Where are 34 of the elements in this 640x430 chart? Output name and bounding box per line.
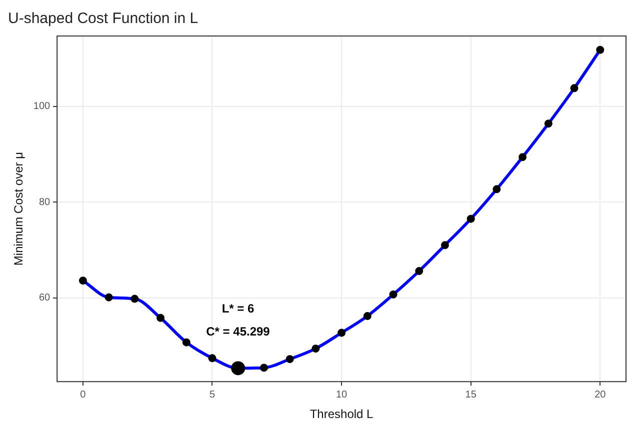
annotation: L* = 6 <box>222 301 254 316</box>
point <box>363 312 372 320</box>
point <box>440 241 449 250</box>
point <box>182 338 190 346</box>
annotation: C* = 45.299 <box>206 324 270 338</box>
point <box>208 354 216 362</box>
point <box>466 214 475 223</box>
point <box>130 294 139 303</box>
point <box>570 84 578 92</box>
point <box>415 267 424 276</box>
x-tick-label: 0 <box>80 389 86 400</box>
x-tick-label: 15 <box>465 389 477 400</box>
point <box>596 46 604 54</box>
point <box>338 328 346 337</box>
y-tick-label: 100 <box>33 101 51 112</box>
point <box>544 120 552 128</box>
point <box>104 293 113 302</box>
point <box>260 364 268 372</box>
y-tick-label: 60 <box>38 292 51 304</box>
x-axis-title: Threshold L <box>310 407 374 422</box>
y-axis-title: Minimum Cost over μ <box>12 152 26 266</box>
x-tick-label: 20 <box>594 389 606 400</box>
x-tick-label: 5 <box>209 389 216 400</box>
point <box>492 185 501 194</box>
point <box>286 355 294 364</box>
point <box>231 361 246 376</box>
x-tick-label: 10 <box>336 389 348 400</box>
point <box>518 153 527 162</box>
point <box>312 344 320 353</box>
chart-title: U-shaped Cost Function in L <box>8 10 198 28</box>
point <box>156 314 165 322</box>
point <box>78 276 87 285</box>
point <box>389 290 398 298</box>
y-tick-label: 80 <box>38 196 51 208</box>
